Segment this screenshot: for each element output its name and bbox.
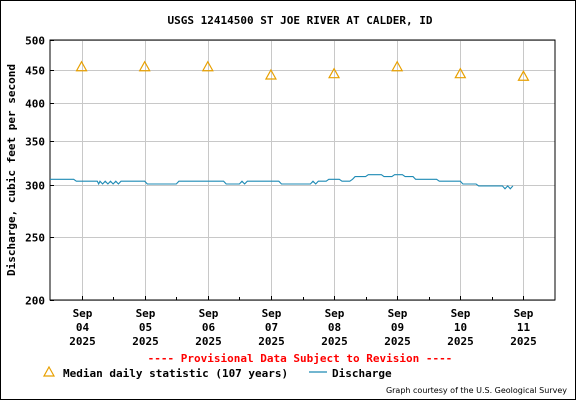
x-tick-label: 07 bbox=[265, 321, 278, 334]
x-tick-label: 2025 bbox=[132, 335, 159, 348]
x-tick-label: Sep bbox=[451, 307, 471, 320]
median-triangle-marker bbox=[454, 67, 467, 79]
x-tick-label: 2025 bbox=[510, 335, 537, 348]
x-tick-label: 08 bbox=[328, 321, 341, 334]
y-tick-label: 500 bbox=[25, 35, 45, 48]
discharge-series-line bbox=[50, 174, 514, 190]
x-tick-label: Sep bbox=[136, 307, 156, 320]
x-tick-label: Sep bbox=[325, 307, 345, 320]
x-tick-label: Sep bbox=[73, 307, 93, 320]
x-tick-label: 04 bbox=[76, 321, 90, 334]
median-triangle-marker bbox=[201, 60, 214, 72]
x-tick-label: 2025 bbox=[447, 335, 474, 348]
legend-discharge-label: Discharge bbox=[332, 367, 392, 380]
x-tick-label: 05 bbox=[139, 321, 152, 334]
median-triangle-marker bbox=[517, 70, 530, 81]
x-tick-label: 06 bbox=[202, 321, 216, 334]
x-axis-ticks: Sep042025Sep052025Sep062025Sep072025Sep0… bbox=[69, 296, 537, 348]
x-tick-label: Sep bbox=[514, 307, 534, 320]
series-layer bbox=[50, 60, 530, 190]
y-tick-label: 350 bbox=[25, 136, 45, 149]
median-triangle-marker bbox=[328, 67, 341, 79]
x-tick-label: Sep bbox=[262, 307, 282, 320]
legend-median-label: Median daily statistic (107 years) bbox=[63, 367, 288, 380]
x-tick-label: 2025 bbox=[195, 335, 222, 348]
grid-lines bbox=[50, 40, 555, 301]
x-tick-label: 2025 bbox=[321, 335, 348, 348]
x-tick-label: 2025 bbox=[258, 335, 285, 348]
x-tick-label: Sep bbox=[388, 307, 408, 320]
x-tick-label: Sep bbox=[199, 307, 219, 320]
y-tick-label: 300 bbox=[25, 180, 45, 193]
legend-median-triangle-icon bbox=[42, 365, 56, 377]
chart-title: USGS 12414500 ST JOE RIVER AT CALDER, ID bbox=[168, 14, 433, 27]
y-tick-label: 200 bbox=[25, 295, 45, 308]
x-tick-label: 2025 bbox=[384, 335, 411, 348]
y-tick-label: 400 bbox=[25, 98, 45, 111]
median-triangle-marker bbox=[75, 60, 88, 72]
y-tick-label: 450 bbox=[25, 65, 45, 78]
legend: Median daily statistic (107 years) Disch… bbox=[42, 365, 392, 380]
y-axis-ticks: 200 250 300 350 400 450 500 bbox=[25, 35, 54, 308]
x-tick-label: 10 bbox=[454, 321, 467, 334]
x-tick-label: 11 bbox=[517, 321, 531, 334]
median-triangle-marker bbox=[391, 60, 404, 72]
provisional-note: ---- Provisional Data Subject to Revisio… bbox=[148, 352, 453, 365]
x-tick-label: 2025 bbox=[69, 335, 96, 348]
median-triangle-marker bbox=[264, 68, 277, 80]
credit-text: Graph courtesy of the U.S. Geological Su… bbox=[386, 386, 567, 395]
y-tick-label: 250 bbox=[25, 232, 45, 245]
y-axis-label: Discharge, cubic feet per second bbox=[5, 64, 18, 276]
plot-area bbox=[49, 39, 556, 301]
x-tick-label: 09 bbox=[391, 321, 404, 334]
median-triangle-marker bbox=[138, 60, 151, 72]
